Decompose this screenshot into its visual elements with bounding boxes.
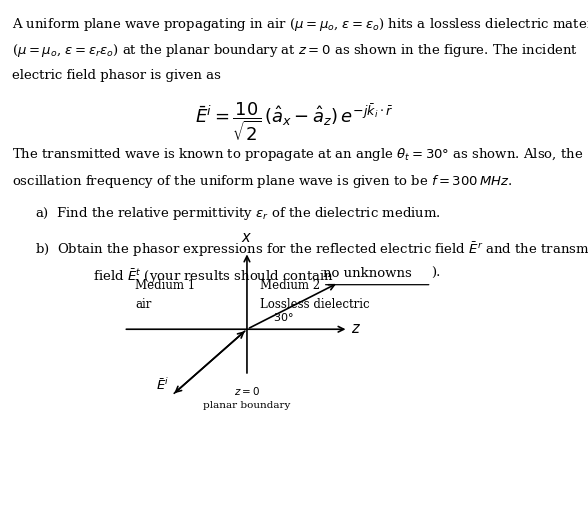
Text: air: air [135,298,152,311]
Text: Medium 2: Medium 2 [260,279,320,292]
Text: field $\bar{E}^t$ (your results should contain: field $\bar{E}^t$ (your results should c… [68,267,334,286]
Text: Lossless dielectric: Lossless dielectric [260,298,369,311]
Text: no unknowns: no unknowns [323,267,412,280]
Text: $z$: $z$ [351,322,361,336]
Text: a)  Find the relative permittivity $\varepsilon_r$ of the dielectric medium.: a) Find the relative permittivity $\vare… [35,205,441,222]
Text: The transmitted wave is known to propagate at an angle $\theta_t = 30°$ as shown: The transmitted wave is known to propaga… [12,146,583,163]
Text: A uniform plane wave propagating in air ($\mu = \mu_o$, $\varepsilon = \varepsil: A uniform plane wave propagating in air … [12,16,588,33]
Text: $z = 0$
planar boundary: $z = 0$ planar boundary [203,385,290,410]
Text: b)  Obtain the phasor expressions for the reflected electric field $\bar{E}^r$ a: b) Obtain the phasor expressions for the… [35,240,588,259]
Text: oscillation frequency of the uniform plane wave is given to be $f = 300\,MHz$.: oscillation frequency of the uniform pla… [12,173,513,190]
Text: $30°$: $30°$ [273,311,294,323]
Text: ).: ). [432,267,441,280]
Text: $x$: $x$ [242,232,252,246]
Text: electric field phasor is given as: electric field phasor is given as [12,69,220,82]
Text: $\bar{E}^i = \dfrac{10}{\sqrt{2}}\,(\hat{a}_x - \hat{a}_z)\,e^{-j\bar{k}_i \cdot: $\bar{E}^i = \dfrac{10}{\sqrt{2}}\,(\hat… [195,100,393,143]
Text: Medium 1: Medium 1 [135,279,195,292]
Text: ($\mu = \mu_o$, $\varepsilon = \varepsilon_r \varepsilon_o$) at the planar bound: ($\mu = \mu_o$, $\varepsilon = \varepsil… [12,42,578,60]
Text: $\bar{E}^i$: $\bar{E}^i$ [156,377,169,393]
